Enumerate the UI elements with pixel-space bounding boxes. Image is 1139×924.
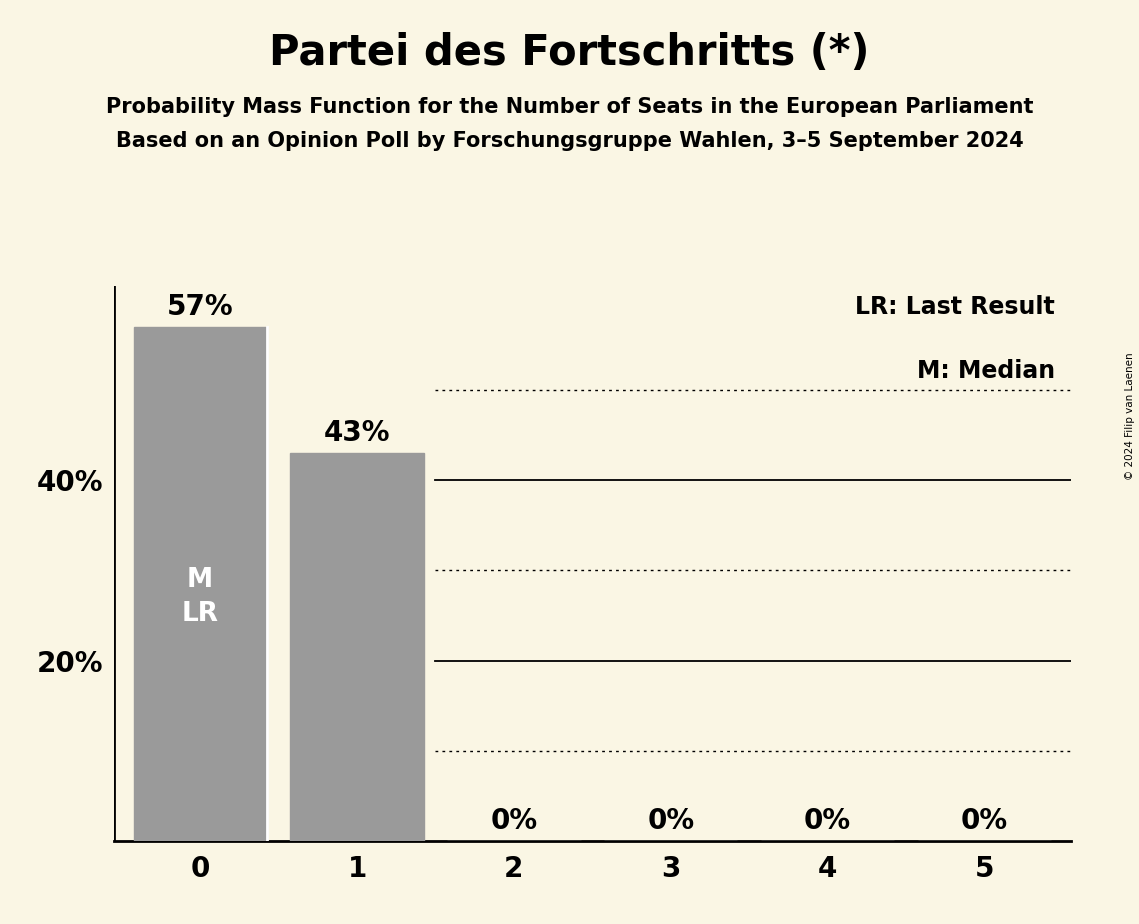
- Text: M: Median: M: Median: [917, 359, 1055, 383]
- Bar: [290, 453, 424, 841]
- Text: 0%: 0%: [804, 807, 851, 834]
- Text: 0%: 0%: [647, 807, 695, 834]
- Text: 57%: 57%: [166, 293, 233, 321]
- Text: 0%: 0%: [961, 807, 1008, 834]
- Text: Based on an Opinion Poll by Forschungsgruppe Wahlen, 3–5 September 2024: Based on an Opinion Poll by Forschungsgr…: [116, 131, 1023, 152]
- Text: Partei des Fortschritts (*): Partei des Fortschritts (*): [269, 32, 870, 74]
- Text: 43%: 43%: [323, 419, 391, 447]
- Text: LR: Last Result: LR: Last Result: [855, 295, 1055, 319]
- Text: Probability Mass Function for the Number of Seats in the European Parliament: Probability Mass Function for the Number…: [106, 97, 1033, 117]
- Text: © 2024 Filip van Laenen: © 2024 Filip van Laenen: [1125, 352, 1134, 480]
- Text: M
LR: M LR: [181, 567, 219, 627]
- Bar: [133, 327, 267, 841]
- Text: 0%: 0%: [490, 807, 538, 834]
